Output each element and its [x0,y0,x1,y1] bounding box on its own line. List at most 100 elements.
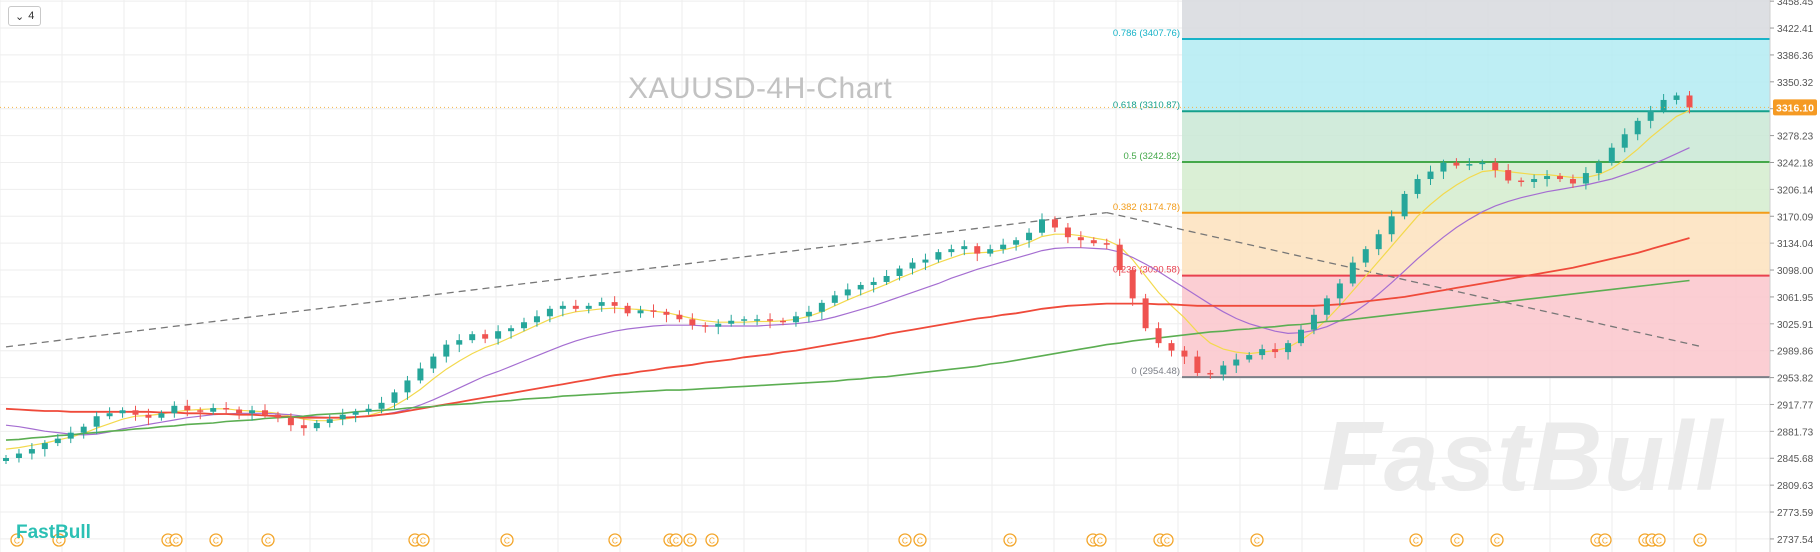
candle-body [313,422,320,429]
event-marker-icon [898,533,912,547]
candle-body [132,410,139,415]
candle-body [67,432,74,439]
chevron-down-icon: ⌄ [15,10,25,23]
event-marker-icon [1003,533,1017,547]
candle-body [1013,240,1020,245]
event-marker-label: C [165,536,171,546]
candle-body [171,405,178,414]
candle-body [1582,173,1589,184]
collapse-indicators-button[interactable]: ⌄ 4 [8,6,42,26]
y-axis-tick-label: 2989.86 [1777,347,1814,358]
candle-body [585,305,592,309]
candle-body [249,410,256,414]
candle-body [1673,95,1680,100]
event-marker-icon [1652,533,1666,547]
candle-body [1103,243,1110,245]
candle-body [1388,216,1395,235]
candle-body [223,408,230,410]
candle-body [417,368,424,381]
event-marker-icon [1490,533,1504,547]
candle-body [443,344,450,357]
candle-body [767,319,774,321]
fib-level-label: 0.618 (3310.87) [1113,100,1180,111]
candle-body [741,319,748,321]
candle-body [1479,162,1486,165]
candle-body [1129,270,1136,299]
candle-body [987,249,994,254]
candle-body [728,320,735,324]
candle-body [1608,147,1615,163]
candle-body [611,302,618,306]
candle-body [1207,372,1214,375]
y-axis-tick-label: 3242.18 [1777,158,1814,169]
candle-body [948,249,955,253]
candle-body [1427,171,1434,180]
candle-body [1647,110,1654,121]
candle-body [378,402,385,409]
candle-body [689,319,696,326]
candle-body [430,356,437,369]
candle-body [339,414,346,420]
event-marker-label: C [1454,536,1460,546]
candle-body [1298,329,1304,344]
candle-body [1142,298,1149,329]
chart-title: XAUUSD-4H-Chart [628,72,893,105]
candle-body [1557,176,1563,180]
candle-body [41,443,48,450]
candle-body [1686,95,1693,108]
y-axis-tick-label: 2953.82 [1777,374,1814,385]
fib-zone [1182,162,1770,213]
candle-body [469,334,476,341]
candle-body [1323,298,1330,315]
candle-body [1310,314,1317,330]
y-axis-tick-label: 3098.00 [1777,266,1814,277]
candle-body [391,392,398,403]
y-axis-tick-label: 3170.09 [1777,212,1814,223]
event-marker-icon [1450,533,1464,547]
candle-body [93,416,100,427]
event-marker-label: C [902,536,908,546]
candle-body [210,408,217,412]
candle-body [1621,134,1628,148]
candle-body [702,325,709,327]
event-marker-label: C [917,536,923,546]
event-marker-icon [1598,533,1612,547]
candle-body [28,449,35,454]
candle-body [287,417,294,426]
event-marker-label: C [213,536,219,546]
event-marker-label: C [173,536,179,546]
event-marker-label: C [1164,536,1170,546]
event-marker-icon [669,533,683,547]
brand-logo: FastBull [16,522,91,543]
event-marker-icon [52,533,66,547]
candle-body [974,246,981,254]
candle-body [715,323,722,327]
event-marker-label: C [412,536,418,546]
candle-body [870,281,877,285]
y-axis-tick-label: 3025.91 [1777,320,1814,331]
candle-body [1246,355,1253,360]
event-marker-label: C [1494,536,1500,546]
candle-body [80,426,87,433]
candle-body [637,310,644,314]
fib-zone [1182,212,1770,276]
y-axis-tick-label: 3206.14 [1777,185,1814,196]
fib-level-label: 0.786 (3407.76) [1113,28,1180,39]
y-axis-tick-label: 3278.23 [1777,132,1814,143]
candle-body [961,246,968,250]
candle-body [909,262,916,269]
event-marker-icon [705,533,719,547]
candle-body [624,305,631,314]
candle-body [1362,249,1369,263]
candle-body [1039,219,1045,233]
event-marker-icon [500,533,514,547]
trendline [1106,211,1703,348]
candle-body [1259,349,1266,356]
candle-body [792,316,799,323]
candle-body [1492,162,1499,171]
candle-body [1026,232,1033,241]
event-marker-label: C [1649,536,1655,546]
candle-body [15,453,22,459]
